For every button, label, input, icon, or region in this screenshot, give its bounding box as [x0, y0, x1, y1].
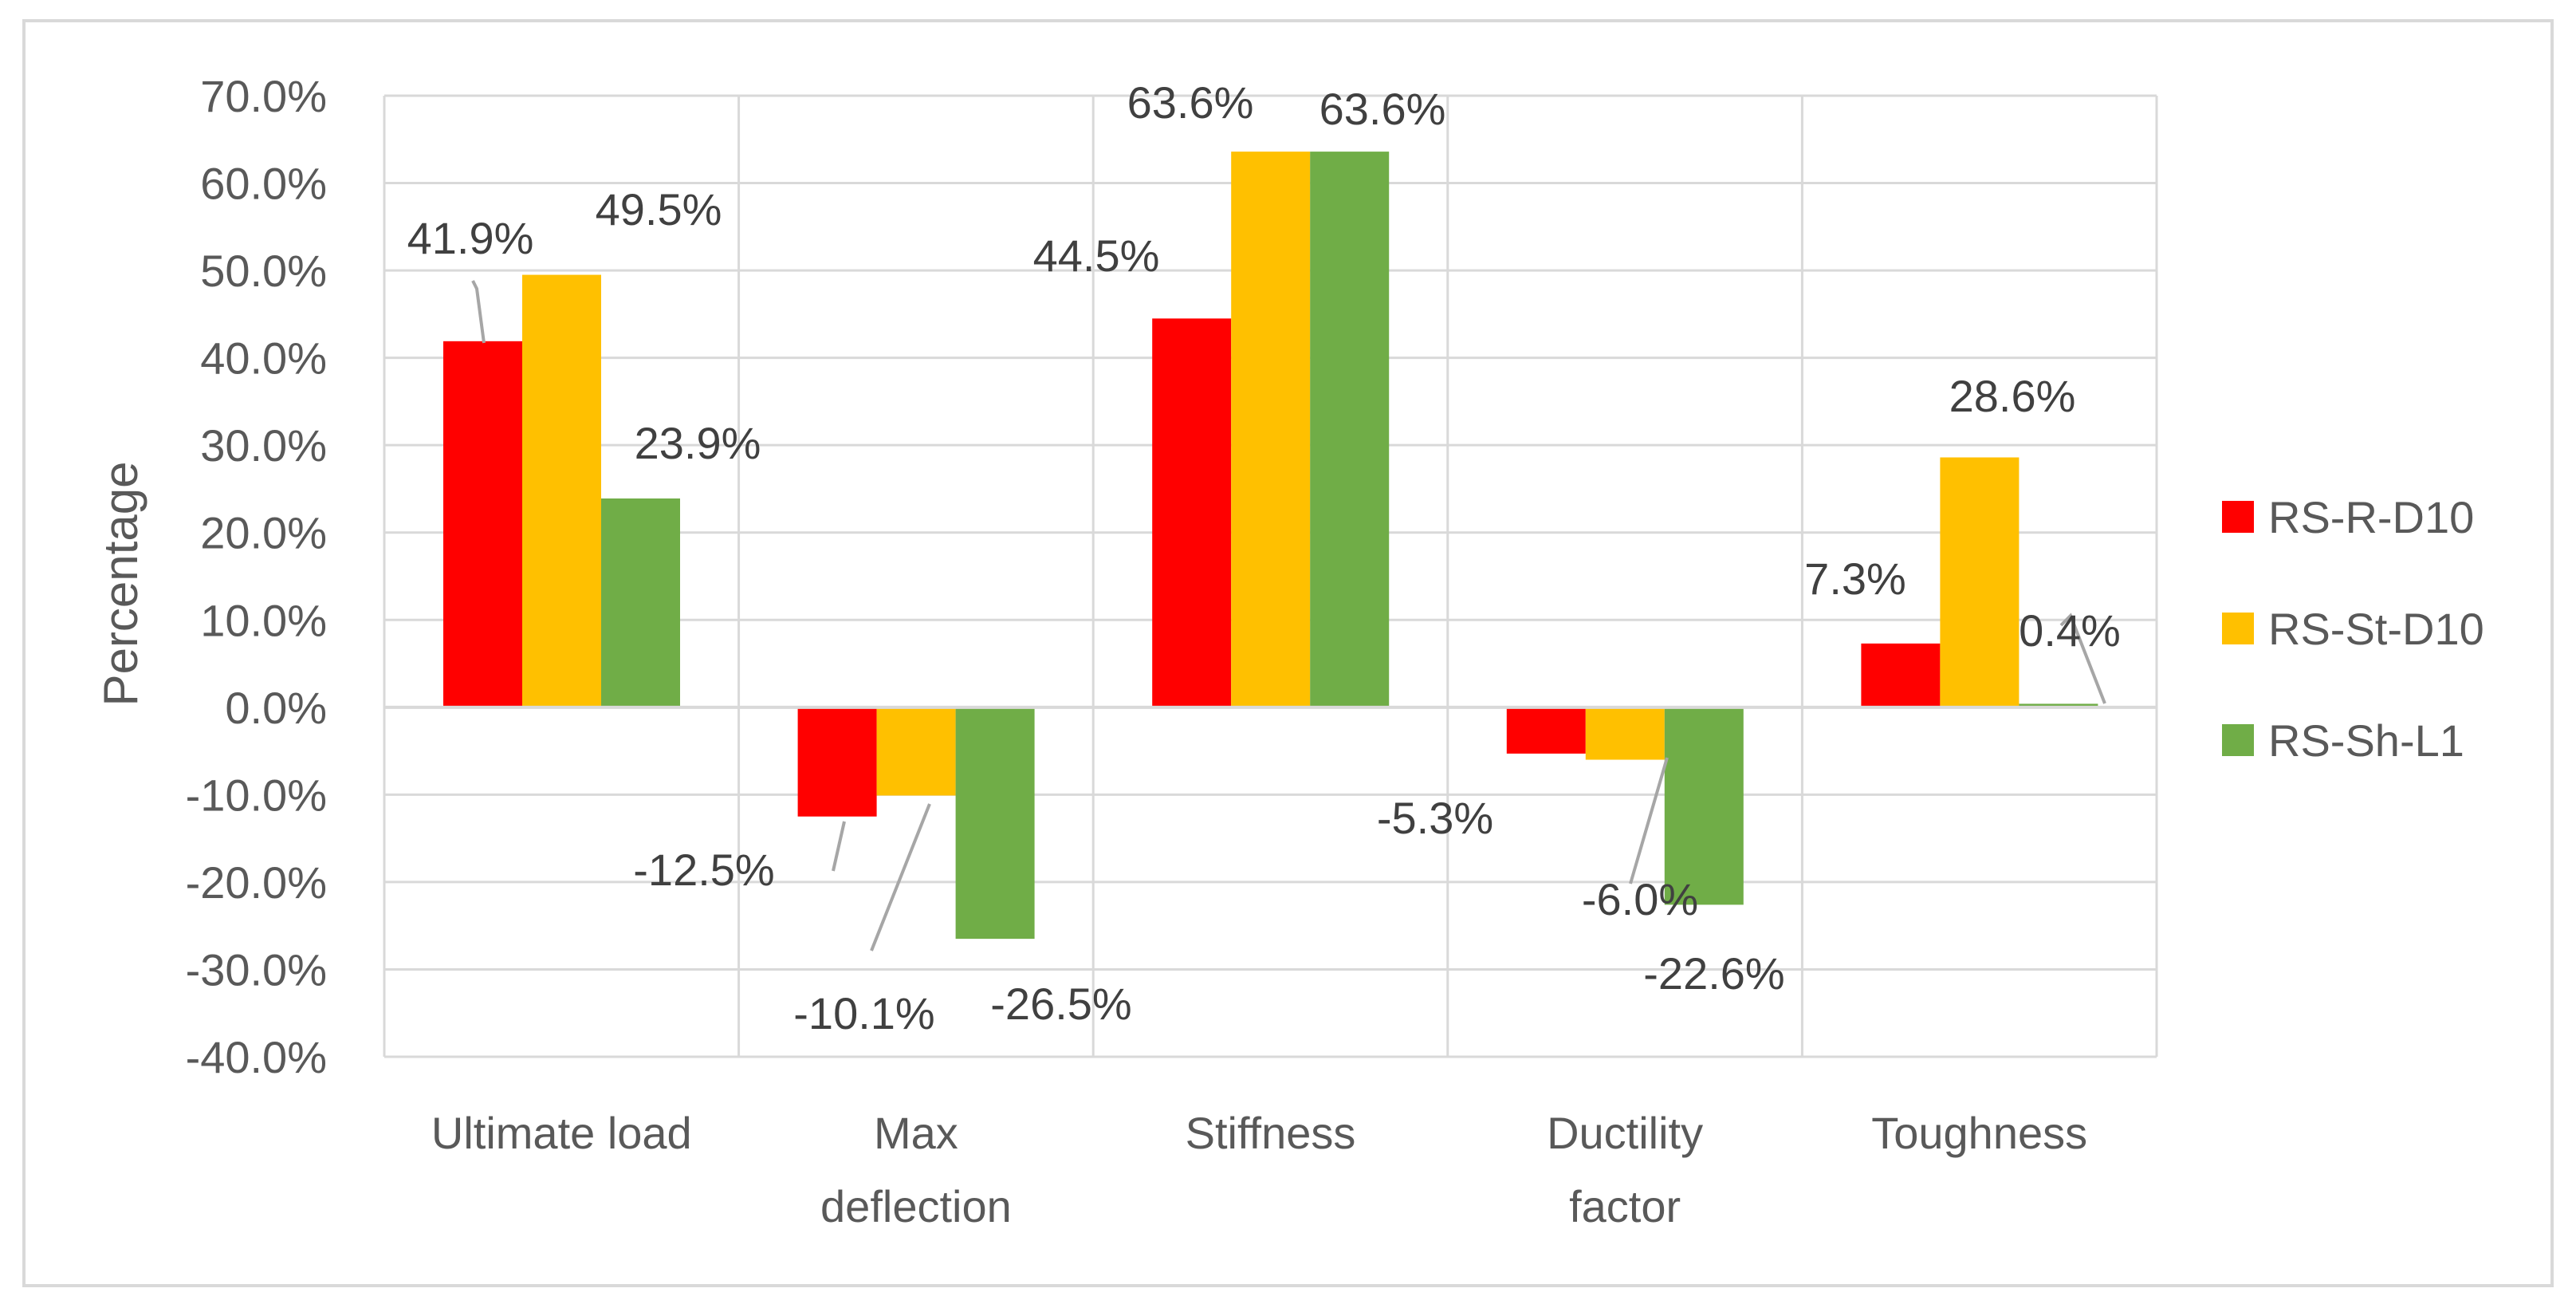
data-label-rs-st-d10-2: 63.6%	[1127, 77, 1254, 128]
leader-line	[870, 803, 931, 951]
data-label-rs-sh-l1-2: 63.6%	[1319, 84, 1446, 134]
y-tick-label: 70.0%	[200, 71, 327, 121]
data-label-rs-r-d10-2: 44.5%	[1033, 230, 1160, 281]
x-tick-label: Stiffness	[1186, 1108, 1356, 1158]
leader-lines	[471, 280, 2106, 951]
data-label-rs-st-d10-3: -6.0%	[1582, 874, 1698, 924]
bar-rs-r-d10-3	[1506, 707, 1586, 754]
bar-rs-st-d10-1	[876, 707, 956, 796]
gridlines	[383, 94, 2158, 1058]
y-axis-label: Percentage	[94, 462, 147, 707]
x-tick-label: Toughness	[1871, 1108, 2087, 1158]
bar-rs-sh-l1-1	[955, 707, 1035, 940]
leader-line	[471, 280, 486, 344]
bars	[443, 152, 2098, 940]
bar-rs-r-d10-2	[1152, 318, 1232, 707]
bar-rs-r-d10-0	[443, 341, 522, 707]
bar-rs-st-d10-3	[1585, 707, 1665, 760]
data-label-rs-r-d10-3: -5.3%	[1377, 793, 1493, 843]
data-label-rs-st-d10-4: 28.6%	[1949, 371, 2076, 421]
y-tick-label: 0.0%	[225, 683, 327, 733]
bar-rs-sh-l1-0	[601, 498, 680, 707]
legend-label-rs-st-d10: RS-St-D10	[2268, 604, 2484, 654]
data-label-rs-r-d10-4: 7.3%	[1804, 554, 1906, 604]
y-tick-label: -20.0%	[186, 857, 327, 908]
leader-line	[2059, 613, 2106, 704]
y-tick-label: 60.0%	[200, 159, 327, 209]
y-tick-label: -10.0%	[186, 770, 327, 820]
data-label-rs-sh-l1-4: 0.4%	[2019, 605, 2121, 656]
x-tick-label: Ultimate load	[431, 1108, 692, 1158]
data-label-rs-r-d10-0: 41.9%	[407, 213, 534, 263]
legend-swatch-rs-sh-l1	[2222, 724, 2254, 756]
bar-rs-st-d10-4	[1940, 457, 2020, 707]
y-tick-label: -40.0%	[186, 1032, 327, 1082]
legend-swatch-rs-r-d10	[2222, 501, 2254, 533]
y-tick-label: 40.0%	[200, 333, 327, 384]
leader-line	[1629, 757, 1669, 884]
leader-line	[832, 821, 846, 872]
bar-rs-st-d10-2	[1231, 152, 1311, 707]
x-tick-labels: Ultimate load Max deflection Stiffness Ducti…	[431, 1108, 2087, 1231]
x-tick-label: Ductility factor	[1547, 1108, 1703, 1231]
bar-rs-sh-l1-4	[2019, 703, 2098, 707]
x-tick-label: Max deflection	[820, 1108, 1012, 1231]
data-label-rs-sh-l1-1: -26.5%	[990, 979, 1131, 1029]
data-label-rs-sh-l1-0: 23.9%	[635, 418, 761, 468]
bar-rs-r-d10-4	[1861, 643, 1941, 707]
legend-label-rs-r-d10: RS-R-D10	[2268, 492, 2474, 542]
bar-rs-st-d10-0	[522, 274, 601, 707]
data-label-rs-st-d10-0: 49.5%	[596, 184, 722, 234]
legend-swatch-rs-st-d10	[2222, 613, 2254, 644]
y-tick-labels: 70.0% 60.0% 50.0% 40.0% 30.0% 20.0% 10.0% 0.0% -…	[186, 71, 327, 1082]
bar-rs-sh-l1-2	[1310, 152, 1390, 707]
legend: RS-R-D10 RS-St-D10 RS-Sh-L1	[2222, 492, 2484, 766]
bar-rs-sh-l1-3	[1664, 707, 1744, 905]
data-label-rs-st-d10-1: -10.1%	[793, 988, 934, 1038]
bar-rs-r-d10-1	[797, 707, 877, 817]
data-labels: 41.9% -12.5% 44.5% -5.3% 7.3% 49.5% -10.1% 63.6…	[407, 77, 2121, 1038]
y-tick-label: 30.0%	[200, 420, 327, 471]
y-tick-label: 50.0%	[200, 246, 327, 296]
y-tick-label: -30.0%	[186, 944, 327, 995]
data-label-rs-r-d10-1: -12.5%	[633, 845, 774, 895]
data-label-rs-sh-l1-3: -22.6%	[1643, 948, 1784, 999]
legend-label-rs-sh-l1: RS-Sh-L1	[2268, 715, 2464, 766]
y-tick-label: 10.0%	[200, 595, 327, 645]
y-tick-label: 20.0%	[200, 508, 327, 558]
